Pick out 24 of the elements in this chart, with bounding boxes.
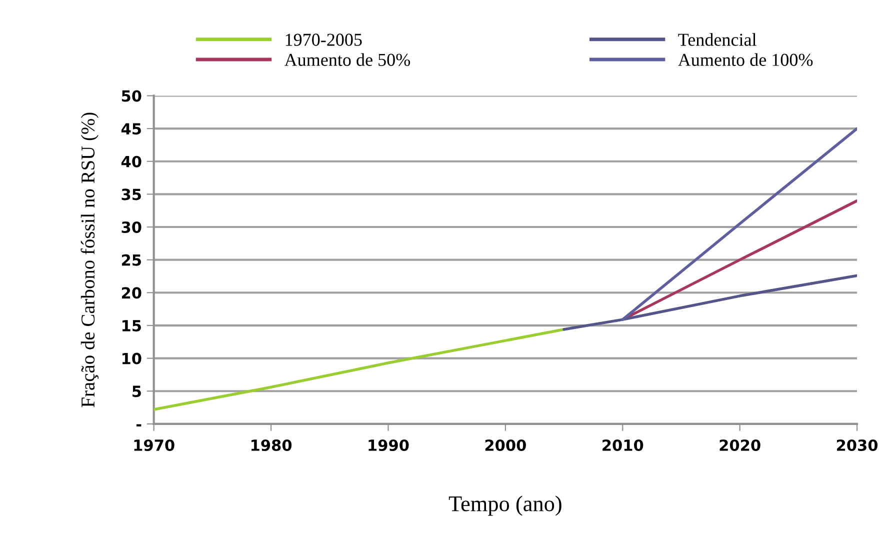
x-tick-label: 1990	[368, 439, 409, 452]
legend-label: Aumento de 50%	[284, 53, 410, 66]
y-tick-label: 15	[122, 320, 141, 332]
y-tick-label: 5	[132, 386, 141, 398]
y-tick-label: 45	[121, 123, 141, 135]
x-tick-label: 2010	[602, 439, 644, 452]
x-tick-label: 2000	[485, 439, 526, 452]
y-tick-label: 25	[122, 254, 141, 266]
x-tick-label: 2020	[720, 439, 760, 452]
legend-label: Aumento de 100%	[678, 53, 813, 66]
y-tick-label: -	[136, 424, 142, 426]
legend-label: 1970-2005	[286, 34, 362, 46]
y-tick-label: 20	[122, 287, 142, 299]
y-tick-label: 35	[122, 188, 141, 200]
x-tick-label: 2030	[836, 439, 878, 452]
y-tick-label: 40	[121, 156, 142, 168]
y-tick-label: 30	[122, 221, 142, 234]
x-axis-title: Tempo (ano)	[448, 496, 562, 516]
legend-label: Tendencial	[678, 33, 756, 46]
y-tick-label: 10	[122, 352, 142, 364]
x-tick-label: 1970	[134, 439, 174, 452]
x-tick-label: 1980	[251, 439, 292, 452]
y-axis-title: Fração de Carbono fóssil no RSU (%)	[80, 112, 99, 408]
y-tick-label: 50	[122, 90, 142, 102]
